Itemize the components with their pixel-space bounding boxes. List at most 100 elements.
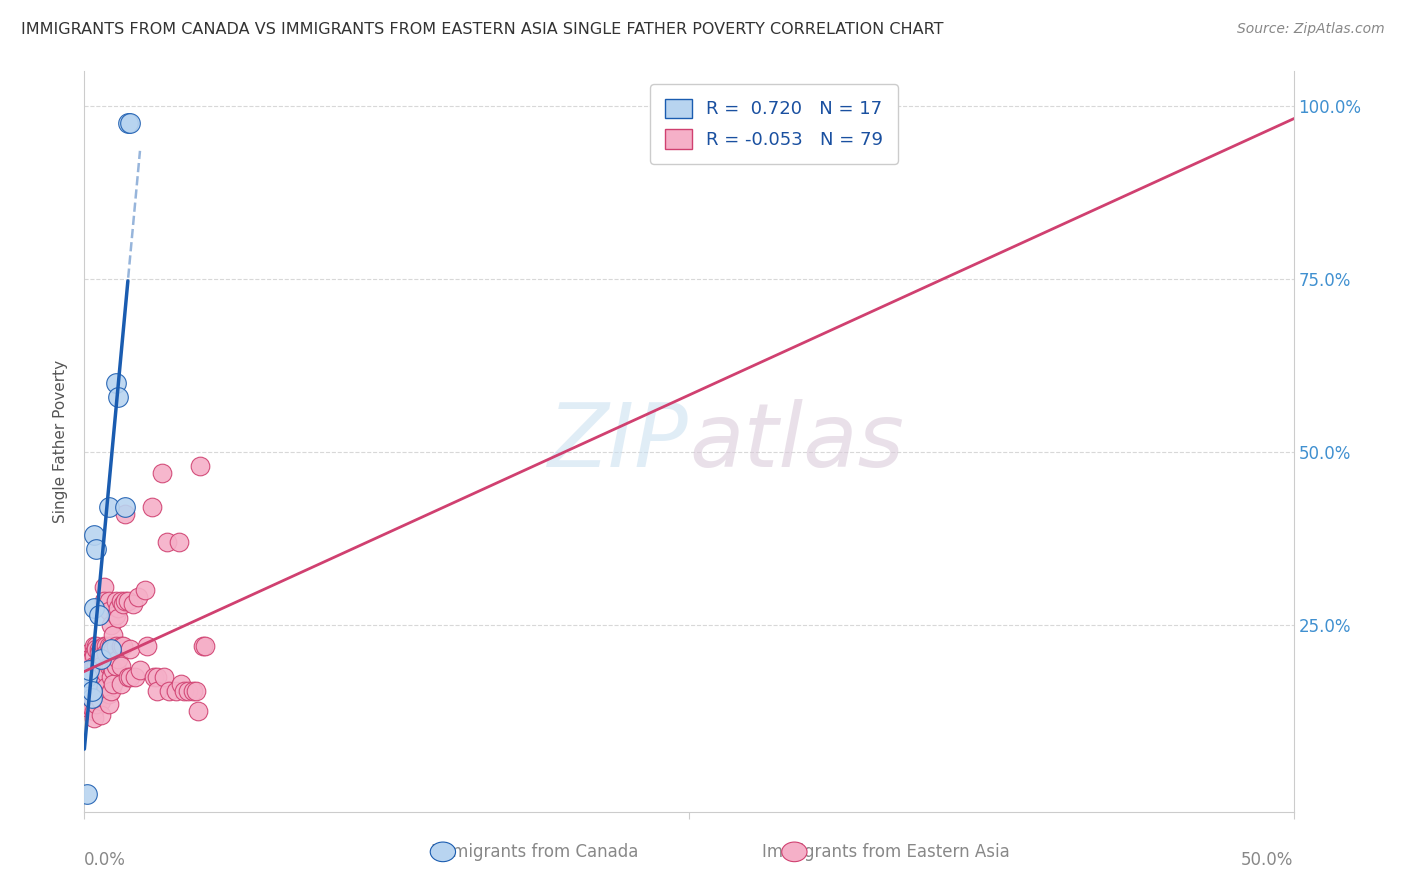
Point [83, 600, 105, 615]
Point [93, 593, 115, 607]
Point [93, 580, 115, 594]
Point [97, 593, 120, 607]
Point [93, 639, 115, 653]
Point [90, 652, 112, 666]
Point [165, 683, 187, 698]
Point [94, 680, 117, 694]
Point [184, 683, 207, 698]
Text: 50.0%: 50.0% [1241, 851, 1294, 869]
Text: ZIP: ZIP [548, 399, 689, 484]
Point [104, 376, 127, 390]
Point [83, 705, 105, 719]
Point [83, 646, 105, 660]
Point [100, 670, 122, 684]
Point [86, 670, 108, 684]
Point [83, 694, 105, 708]
Point [114, 593, 136, 607]
Point [117, 670, 139, 684]
Point [87, 690, 110, 705]
Point [80, 694, 103, 708]
Point [77, 694, 100, 708]
Point [90, 666, 112, 681]
Point [134, 583, 156, 598]
Point [76, 683, 98, 698]
Point [76, 670, 98, 684]
Point [120, 642, 142, 657]
Point [77, 663, 100, 677]
Point [124, 670, 146, 684]
Point [83, 659, 105, 673]
Point [107, 390, 129, 404]
Point [86, 659, 108, 673]
Point [110, 659, 132, 673]
Point [103, 663, 125, 677]
Point [87, 642, 110, 657]
Point [97, 659, 120, 673]
Text: 0.0%: 0.0% [84, 851, 127, 869]
Point [129, 663, 152, 677]
Point [83, 683, 105, 698]
Point [83, 711, 105, 725]
Point [121, 597, 143, 611]
Point [170, 676, 193, 690]
Point [112, 597, 135, 611]
Point [80, 683, 103, 698]
Point [83, 528, 105, 542]
Point [100, 659, 122, 673]
Point [83, 670, 105, 684]
Point [100, 683, 122, 698]
Point [76, 676, 98, 690]
Text: Source: ZipAtlas.com: Source: ZipAtlas.com [1237, 22, 1385, 37]
Point [80, 652, 103, 666]
Point [117, 116, 139, 130]
Point [87, 680, 110, 694]
Point [86, 676, 108, 690]
Point [77, 701, 100, 715]
Point [157, 683, 180, 698]
Point [136, 639, 159, 653]
Point [80, 701, 103, 715]
Point [86, 639, 108, 653]
Y-axis label: Single Father Poverty: Single Father Poverty [53, 360, 69, 523]
Point [104, 593, 127, 607]
Point [194, 639, 217, 653]
Point [141, 500, 163, 515]
Point [86, 541, 108, 556]
Point [80, 673, 103, 688]
Point [87, 663, 110, 677]
Point [107, 652, 129, 666]
Point [90, 659, 112, 673]
Point [100, 618, 122, 632]
Point [94, 646, 117, 660]
Point [97, 639, 120, 653]
Point [103, 628, 125, 642]
Point [90, 707, 112, 722]
Point [114, 507, 136, 521]
Point [76, 670, 98, 684]
Point [104, 639, 127, 653]
Point [97, 687, 120, 701]
Point [90, 642, 112, 657]
Point [93, 676, 115, 690]
Point [90, 683, 112, 698]
Point [150, 466, 173, 480]
Point [177, 683, 200, 698]
Point [155, 534, 177, 549]
Point [80, 670, 103, 684]
Point [112, 639, 135, 653]
Point [153, 670, 176, 684]
Point [77, 683, 100, 698]
Point [80, 683, 103, 698]
Point [190, 458, 212, 473]
Point [143, 670, 166, 684]
Point [93, 663, 115, 677]
Point [146, 670, 169, 684]
Point [80, 690, 103, 705]
Point [97, 500, 120, 515]
Point [90, 694, 112, 708]
Point [103, 642, 125, 657]
Point [181, 683, 204, 698]
Text: IMMIGRANTS FROM CANADA VS IMMIGRANTS FROM EASTERN ASIA SINGLE FATHER POVERTY COR: IMMIGRANTS FROM CANADA VS IMMIGRANTS FRO… [21, 22, 943, 37]
Point [100, 642, 122, 657]
Point [167, 534, 190, 549]
